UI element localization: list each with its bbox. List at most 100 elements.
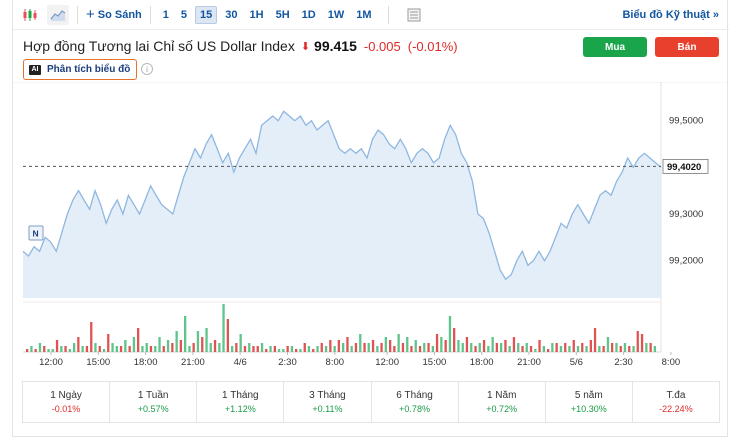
volume-bar <box>333 346 336 352</box>
volume-bar <box>346 337 349 352</box>
volume-bar <box>529 346 533 352</box>
volume-bar <box>269 346 272 352</box>
performance-cell[interactable]: 5 năm +10.30% <box>546 382 633 422</box>
timeframe-15[interactable]: 15 <box>195 5 218 24</box>
chart-analysis-button[interactable]: AI Phân tích biểu đồ <box>23 59 138 80</box>
x-tick-label: 12:00 <box>39 357 63 368</box>
toolbar-divider <box>149 5 151 24</box>
x-tick-label: 18:00 <box>470 357 494 368</box>
performance-cell[interactable]: 1 Ngày -0.01% <box>23 382 111 422</box>
timeframe-5[interactable]: 5 <box>180 8 188 21</box>
volume-bar <box>192 343 195 352</box>
timeframe-5h[interactable]: 5H <box>275 8 290 21</box>
y-tick-label: 99,5000 <box>669 116 703 127</box>
y-tick-label: 99,2000 <box>669 256 703 267</box>
area-chart-icon[interactable] <box>47 4 69 25</box>
timeframe-1[interactable]: 1 <box>162 8 169 21</box>
volume-bar <box>453 328 456 352</box>
performance-cell[interactable]: T.đa -22.24% <box>633 382 719 422</box>
volume-bar <box>43 346 46 352</box>
table-view-icon[interactable] <box>403 5 425 25</box>
x-tick-label: 5/6 <box>570 357 583 368</box>
x-tick-label: 2:30 <box>614 357 633 368</box>
volume-bar <box>166 340 170 352</box>
volume-bar <box>260 343 264 352</box>
volume-bar <box>508 346 511 352</box>
volume-bar <box>576 346 580 352</box>
volume-bar <box>389 340 392 352</box>
timeframe-1h[interactable]: 1H <box>249 8 264 21</box>
performance-value: +10.30% <box>570 404 607 414</box>
performance-value: +0.78% <box>399 404 430 414</box>
volume-bar <box>628 346 631 352</box>
performance-cell[interactable]: 1 Năm +0.72% <box>459 382 546 422</box>
toolbar-divider <box>387 5 389 24</box>
info-icon[interactable]: i <box>141 63 153 75</box>
buy-button[interactable]: Mua <box>583 37 647 57</box>
x-tick-label: 15:00 <box>423 357 447 368</box>
volume-bar <box>393 346 396 352</box>
compare-button[interactable]: + So Sánh <box>86 6 142 23</box>
volume-bar <box>559 346 563 352</box>
volume-bar <box>478 343 481 352</box>
volume-bar <box>132 337 136 352</box>
volume-bar <box>196 331 200 352</box>
sell-button[interactable]: Bán <box>655 37 719 57</box>
volume-bar <box>282 349 285 352</box>
volume-bar <box>632 346 635 352</box>
volume-bar <box>649 343 652 352</box>
timeframe-1d[interactable]: 1D <box>301 8 316 21</box>
volume-bar <box>380 343 383 352</box>
ai-icon: AI <box>29 64 41 75</box>
volume-bar <box>371 340 375 352</box>
volume-bar <box>581 343 584 352</box>
volume-bar <box>286 346 289 352</box>
timeframe-1m[interactable]: 1M <box>356 8 372 21</box>
volume-bar <box>551 343 554 352</box>
volume-bar <box>521 346 524 352</box>
performance-cell[interactable]: 3 Tháng +0.11% <box>284 382 372 422</box>
volume-bar <box>248 343 251 352</box>
news-marker <box>28 225 44 241</box>
volume-bar <box>538 340 541 352</box>
volume-bar <box>184 316 187 352</box>
volume-bar <box>303 343 306 352</box>
x-tick-label: 2:30 <box>278 357 297 368</box>
chart-widget: + So Sánh 1 5 15 30 1H 5H 1D 1W 1M Biểu … <box>12 0 729 437</box>
timeframe-1w[interactable]: 1W <box>327 8 345 21</box>
volume-bar <box>124 340 127 352</box>
volume-bar <box>354 343 358 352</box>
volume-bar <box>457 340 460 352</box>
volume-bar <box>653 346 656 352</box>
candlestick-chart-icon[interactable] <box>19 5 41 25</box>
performance-period: 1 Tháng <box>222 390 259 401</box>
volume-bar <box>517 343 520 352</box>
performance-cell[interactable]: 1 Tháng +1.12% <box>197 382 285 422</box>
volume-bar <box>359 334 362 352</box>
down-arrow-icon: ⬇ <box>300 40 311 53</box>
volume-bar <box>209 343 212 352</box>
volume-bar <box>34 349 37 352</box>
performance-period: 1 Ngày <box>50 390 82 401</box>
volume-bar <box>444 340 447 352</box>
volume-bar <box>568 346 571 352</box>
volume-bar <box>500 343 503 352</box>
volume-bar <box>337 340 340 352</box>
performance-value: -22.24% <box>659 404 693 414</box>
volume-bar <box>201 337 204 352</box>
x-tick-label: 21:00 <box>517 357 541 368</box>
volume-bar <box>222 304 225 352</box>
performance-cell[interactable]: 6 Tháng +0.78% <box>372 382 459 422</box>
volume-bar <box>102 349 106 352</box>
current-value-box <box>662 159 709 174</box>
news-marker-label: N <box>33 229 39 239</box>
performance-period: 1 Năm <box>486 390 517 401</box>
volume-bar <box>534 349 537 352</box>
technical-chart-link[interactable]: Biểu đồ Kỹ thuật » <box>622 9 719 21</box>
performance-cell[interactable]: 1 Tuần +0.57% <box>110 382 198 422</box>
timeframe-30[interactable]: 30 <box>225 8 238 21</box>
price-chart[interactable]: Investing.com99,500099,300099,200099,402… <box>13 81 729 387</box>
volume-bar <box>81 346 84 352</box>
volume-bar <box>299 349 302 352</box>
volume-bar <box>376 346 379 352</box>
